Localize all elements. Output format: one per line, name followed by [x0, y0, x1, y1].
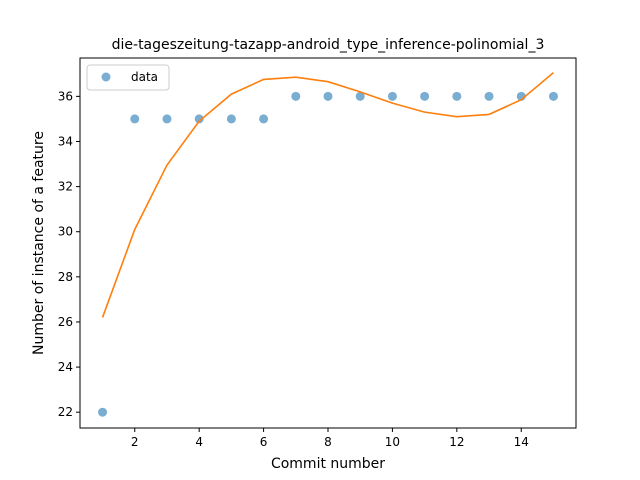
- data-point: [323, 91, 333, 101]
- y-axis: 22 24 26 28 30 32 34 36: [58, 89, 80, 419]
- data-point: [291, 91, 301, 101]
- x-axis-label: Commit number: [271, 456, 385, 472]
- y-tick-label: 28: [58, 270, 73, 284]
- fit-line: [101, 72, 554, 318]
- x-tick-label: 4: [195, 435, 203, 449]
- data-point: [452, 91, 462, 101]
- data-point: [259, 114, 269, 124]
- x-tick-label: 14: [514, 435, 529, 449]
- y-tick-label: 26: [58, 315, 73, 329]
- x-tick-label: 6: [260, 435, 268, 449]
- legend-label-data: data: [131, 70, 158, 84]
- series-layer: [98, 72, 558, 417]
- data-point: [387, 91, 397, 101]
- y-tick-label: 30: [58, 225, 73, 239]
- data-point: [98, 407, 108, 417]
- data-point: [226, 114, 236, 124]
- data-point: [162, 114, 172, 124]
- data-point: [548, 91, 558, 101]
- legend: data: [86, 64, 170, 91]
- y-tick-label: 36: [58, 89, 73, 103]
- legend-marker-data: [101, 72, 111, 82]
- x-tick-label: 8: [324, 435, 332, 449]
- y-tick-label: 24: [58, 360, 73, 374]
- y-axis-label: Number of instance of a feature: [31, 131, 47, 355]
- x-tick-label: 10: [385, 435, 400, 449]
- x-tick-label: 2: [131, 435, 139, 449]
- data-point: [484, 91, 494, 101]
- data-point: [355, 91, 365, 101]
- data-point: [130, 114, 140, 124]
- x-tick-label: 12: [449, 435, 464, 449]
- data-point: [420, 91, 430, 101]
- legend-box: [86, 64, 170, 91]
- y-tick-label: 22: [58, 405, 73, 419]
- x-axis: 2 4 6 8 10 12 14: [131, 428, 529, 449]
- y-tick-label: 32: [58, 180, 73, 194]
- data-point: [194, 114, 204, 124]
- chart-title: die-tageszeitung-tazapp-android_type_inf…: [112, 37, 545, 53]
- y-tick-label: 34: [58, 134, 73, 148]
